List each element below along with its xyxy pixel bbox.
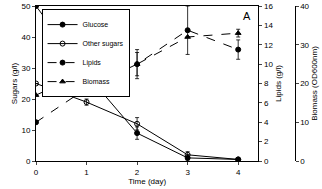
svg-text:Other sugars: Other sugars (83, 40, 124, 48)
svg-text:10: 10 (300, 118, 309, 127)
svg-text:1: 1 (84, 168, 89, 177)
svg-text:30: 30 (21, 64, 30, 73)
svg-text:40: 40 (300, 2, 309, 11)
svg-text:8: 8 (264, 79, 269, 88)
svg-text:6: 6 (264, 99, 269, 108)
svg-text:0: 0 (34, 168, 39, 177)
svg-text:0: 0 (26, 157, 31, 166)
svg-text:16: 16 (264, 2, 273, 11)
svg-text:10: 10 (21, 126, 30, 135)
svg-text:30: 30 (300, 41, 309, 50)
svg-text:14: 14 (264, 21, 273, 30)
svg-text:Biomass (OD600nm): Biomass (OD600nm) (310, 46, 319, 121)
svg-text:4: 4 (264, 118, 269, 127)
svg-text:Biomass: Biomass (83, 78, 110, 85)
svg-text:Sugars (g/l): Sugars (g/l) (10, 62, 19, 104)
svg-text:Time (day): Time (day) (128, 177, 166, 186)
svg-text:3: 3 (185, 168, 190, 177)
svg-text:50: 50 (21, 2, 30, 11)
svg-text:12: 12 (264, 41, 273, 50)
svg-text:2: 2 (264, 137, 269, 146)
svg-text:40: 40 (21, 33, 30, 42)
svg-text:10: 10 (264, 60, 273, 69)
svg-text:0: 0 (300, 157, 305, 166)
svg-text:20: 20 (21, 95, 30, 104)
svg-text:Glucose: Glucose (83, 21, 109, 28)
svg-text:4: 4 (236, 168, 241, 177)
svg-text:20: 20 (300, 79, 309, 88)
svg-text:A: A (243, 10, 251, 22)
svg-text:2: 2 (135, 168, 140, 177)
svg-text:Lipids: Lipids (83, 59, 102, 67)
svg-text:0: 0 (264, 157, 269, 166)
svg-text:Lipids (g/l): Lipids (g/l) (274, 65, 283, 102)
